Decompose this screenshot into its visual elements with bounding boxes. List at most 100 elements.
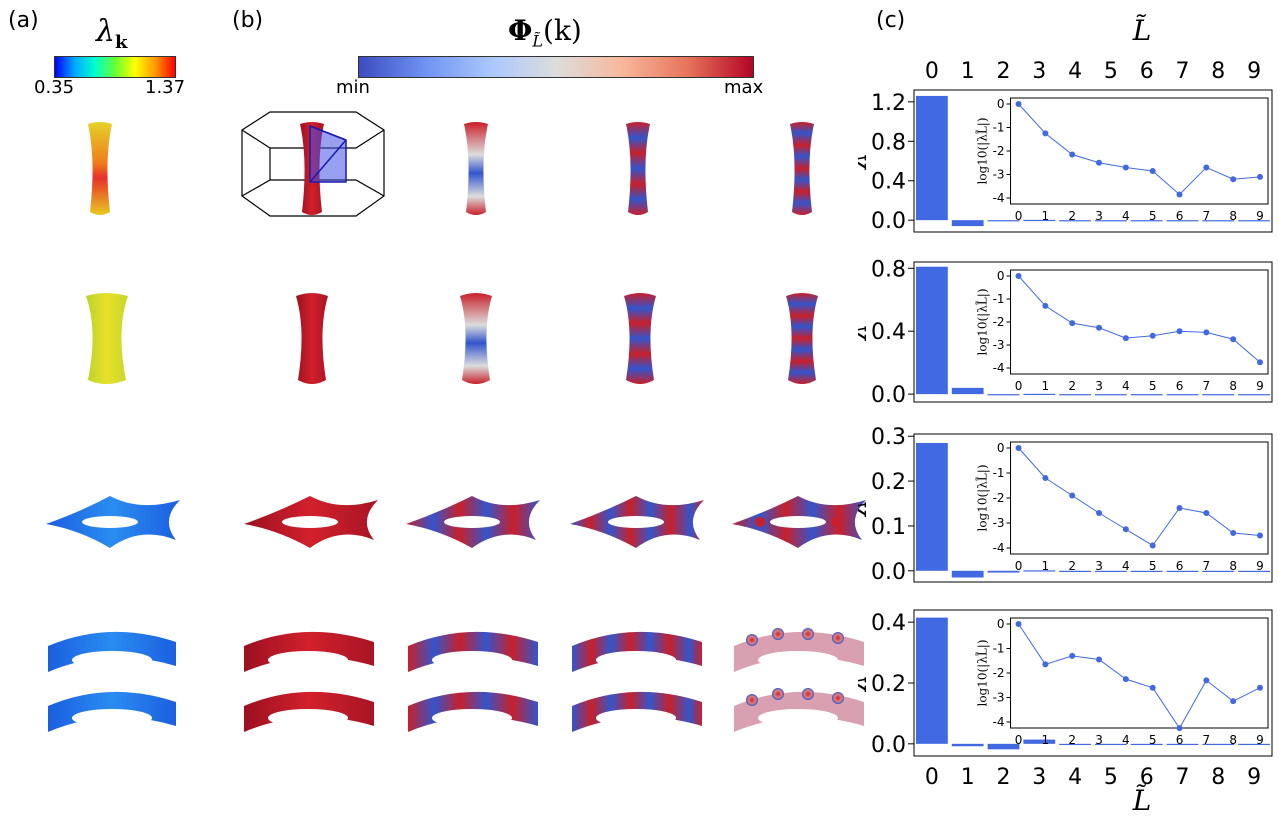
inset-point [1257,684,1263,691]
inset-y-tick-label: -1 [993,121,1005,135]
bar [1130,394,1163,396]
bar [1059,394,1091,396]
inset-line [1018,275,1261,363]
inset-point [1069,652,1076,659]
bottom-tick-label: 5 [1104,765,1118,790]
chart-frame [913,89,1273,233]
inset-point [1096,510,1103,516]
y-axis-label: λ [858,153,873,170]
inset-x-tick-label: 6 [1176,559,1184,573]
surface-r4-c [408,631,538,732]
inset-x-tick-label: 8 [1229,209,1237,223]
inset-point [1230,530,1237,536]
tube-r2-e [786,293,818,384]
inset-point [1122,335,1129,342]
inset-x-tick-label: 3 [1095,379,1103,393]
inset-x-tick-label: 5 [1149,379,1157,393]
tube-r1-c [464,122,488,215]
inset-x-tick-label: 1 [1042,733,1050,747]
inset-point [1122,526,1129,533]
bar [1238,743,1270,746]
inset-point [1176,328,1183,335]
top-tick-label: 1 [961,59,975,84]
inset-y-tick-label: 0 [997,441,1005,455]
bar [951,743,984,747]
inset-x-tick-label: 1 [1042,209,1050,223]
bottom-tick-label: 6 [1140,765,1154,790]
y-tick-label: 0.4 [871,170,906,195]
bar [1166,570,1199,572]
inset-point [1203,164,1210,171]
bar [1023,739,1056,744]
inset-x-tick-label: 7 [1203,733,1211,747]
bottom-tick-label: 0 [925,765,939,790]
inset-x-tick-label: 5 [1149,209,1157,223]
inset-x-tick-label: 9 [1256,559,1264,573]
bottom-tick-label: 2 [997,765,1011,790]
colorbar-b-max: max [724,77,764,98]
y-tick-label: 0.8 [871,130,906,155]
inset-x-tick-label: 8 [1229,733,1237,747]
inset-y-tick-label: 0 [997,97,1005,111]
colorbar-a [54,56,176,78]
inset-y-tick-label: -3 [993,338,1005,352]
inset-y-tick-label: -4 [993,715,1005,729]
inset-x-tick-label: 4 [1122,379,1130,393]
bar [1059,570,1091,572]
bottom-tick-label: 3 [1032,765,1046,790]
bottom-axis-title: L̃ [1132,784,1152,817]
bar [1130,220,1163,222]
inset-y-axis-label: log10(|λL̃|) [974,464,989,531]
y-tick-label: 0.4 [871,320,906,345]
y-tick-label: 1.2 [871,91,906,116]
inset-x-tick-label: 6 [1176,733,1184,747]
inset-x-tick-label: 3 [1095,209,1103,223]
colorbar-b-title: ΦL̃(k) [508,14,582,51]
bar [1202,570,1235,572]
chart-frame [913,433,1273,583]
inset-y-tick-label: -2 [993,144,1005,158]
inset-point [1149,332,1156,339]
top-tick-label: 2 [997,59,1011,84]
tube-r2-b [296,293,328,384]
panel-label-a: (a) [8,8,39,33]
bar [987,220,1020,222]
surface-r3-e [732,496,866,548]
bottom-tick-label: 1 [961,765,975,790]
inset-x-tick-label: 0 [1015,733,1023,747]
inset-frame [1010,441,1269,555]
inset-point [1176,725,1183,732]
inset-point [1122,164,1129,171]
tube-r1-a [88,122,112,215]
inset-x-tick-label: 2 [1068,379,1076,393]
y-tick-label: 0.2 [871,470,906,495]
y-tick-label: 0.1 [871,515,906,540]
top-tick-label: 9 [1247,59,1261,84]
top-tick-label: 6 [1140,59,1154,84]
top-tick-label: 0 [925,59,939,84]
bar [951,387,984,395]
surface-r3-a [46,496,180,548]
bottom-tick-label: 9 [1247,765,1261,790]
tube-r2-a [86,293,128,384]
inset-point [1230,698,1237,705]
inset-point [1149,684,1156,691]
inset-y-tick-label: -4 [993,191,1005,205]
inset-y-tick-label: -3 [993,691,1005,705]
bar [987,394,1020,396]
inset-y-tick-label: 0 [997,269,1005,283]
surface-r3-c [406,496,540,548]
inset-x-tick-label: 2 [1068,559,1076,573]
bar [1059,743,1091,746]
inset-x-tick-label: 4 [1122,209,1130,223]
bar [1238,570,1270,572]
bar [916,617,948,744]
bottom-tick-label: 4 [1068,765,1082,790]
bar [916,266,948,395]
inset-x-tick-label: 5 [1149,733,1157,747]
top-tick-label: 4 [1068,59,1082,84]
y-tick-label: 0.8 [871,257,906,282]
inset-point [1042,130,1049,137]
bar [1202,394,1235,396]
inset-point [1257,173,1263,180]
